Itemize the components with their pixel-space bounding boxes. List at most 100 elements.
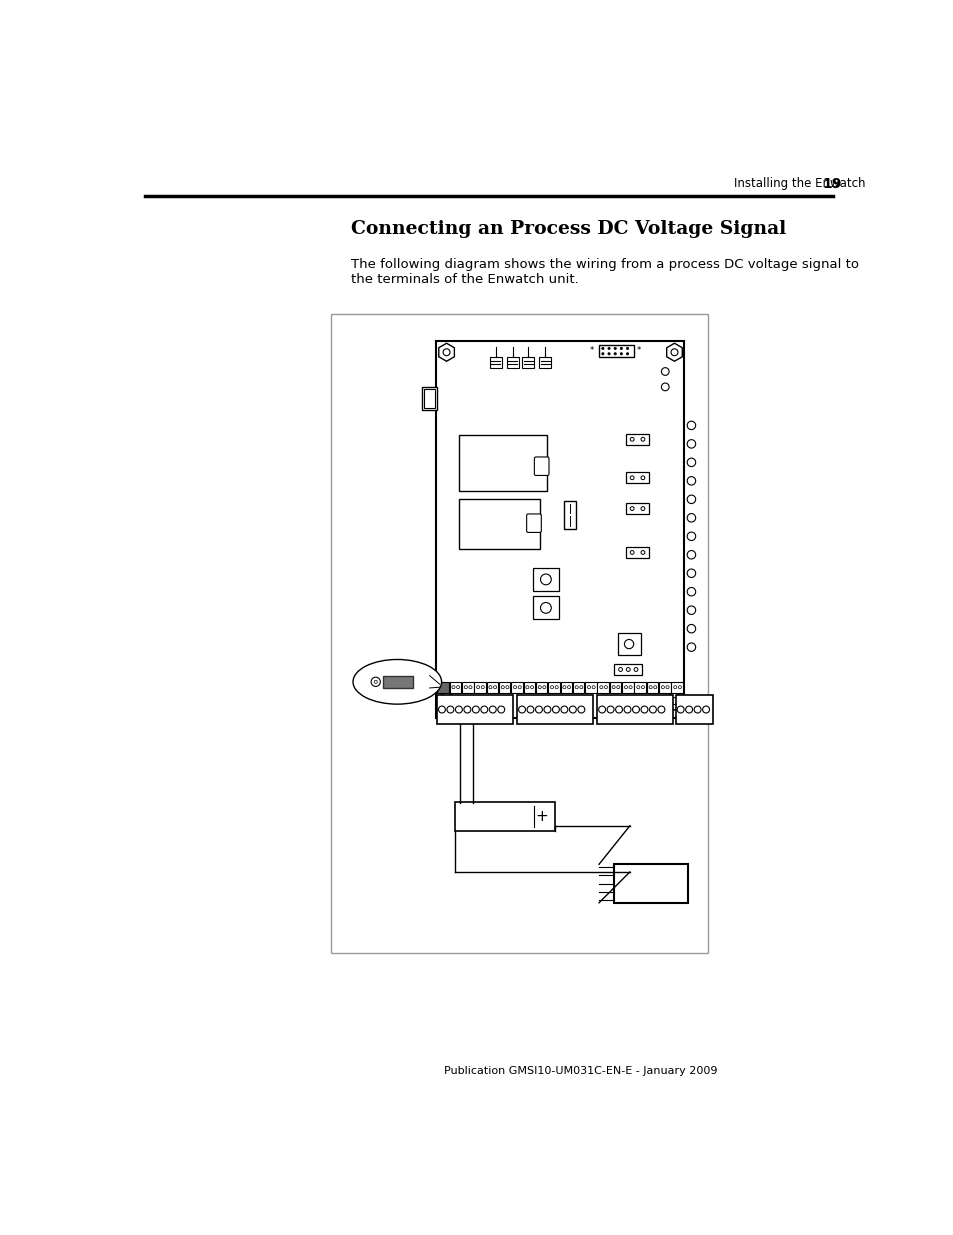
Circle shape: [686, 606, 695, 615]
Bar: [634, 682, 645, 693]
Bar: [609, 682, 620, 693]
Circle shape: [686, 514, 695, 522]
Bar: [523, 682, 535, 693]
Circle shape: [607, 353, 610, 354]
Circle shape: [615, 706, 622, 713]
Circle shape: [614, 347, 616, 350]
Bar: [560, 682, 572, 693]
Bar: [331, 314, 708, 953]
Circle shape: [632, 706, 639, 713]
Circle shape: [542, 685, 545, 689]
Bar: [436, 695, 513, 724]
Circle shape: [701, 706, 709, 713]
Circle shape: [626, 668, 630, 672]
Text: Installing the Enwatch: Installing the Enwatch: [733, 177, 864, 190]
Circle shape: [497, 706, 504, 713]
Bar: [486, 682, 497, 693]
Circle shape: [601, 353, 603, 354]
Circle shape: [452, 685, 455, 689]
Bar: [625, 472, 648, 483]
Circle shape: [488, 685, 492, 689]
Circle shape: [618, 668, 622, 672]
Circle shape: [653, 685, 656, 689]
Circle shape: [626, 347, 628, 350]
Bar: [458, 499, 539, 548]
Circle shape: [678, 685, 680, 689]
Circle shape: [604, 685, 607, 689]
Circle shape: [579, 685, 582, 689]
Circle shape: [640, 437, 644, 441]
Bar: [461, 682, 473, 693]
Circle shape: [660, 685, 664, 689]
Polygon shape: [666, 343, 681, 362]
Bar: [614, 664, 641, 674]
Circle shape: [447, 706, 454, 713]
Circle shape: [540, 603, 551, 614]
Circle shape: [686, 588, 695, 597]
Bar: [498, 682, 510, 693]
Circle shape: [601, 347, 603, 350]
Bar: [538, 357, 551, 368]
Bar: [671, 682, 682, 693]
FancyBboxPatch shape: [526, 514, 540, 532]
Circle shape: [665, 685, 668, 689]
Circle shape: [535, 706, 542, 713]
Bar: [572, 682, 584, 693]
Bar: [584, 682, 596, 693]
Bar: [597, 682, 608, 693]
Circle shape: [537, 685, 540, 689]
Circle shape: [374, 680, 376, 683]
Bar: [511, 682, 522, 693]
Circle shape: [525, 685, 528, 689]
Bar: [646, 682, 658, 693]
Circle shape: [587, 685, 590, 689]
Circle shape: [649, 706, 656, 713]
Circle shape: [518, 706, 525, 713]
Circle shape: [371, 677, 380, 687]
Bar: [659, 682, 670, 693]
Circle shape: [526, 706, 534, 713]
Circle shape: [630, 437, 634, 441]
Circle shape: [616, 685, 619, 689]
Circle shape: [686, 477, 695, 485]
Bar: [521, 357, 534, 368]
Circle shape: [686, 532, 695, 541]
Circle shape: [686, 495, 695, 504]
Text: *: *: [589, 346, 594, 356]
Circle shape: [614, 353, 616, 354]
Circle shape: [513, 685, 517, 689]
Bar: [517, 695, 592, 724]
Bar: [533, 568, 558, 592]
Bar: [383, 676, 413, 688]
Bar: [436, 341, 683, 718]
Circle shape: [686, 569, 695, 578]
Bar: [614, 864, 687, 903]
Circle shape: [670, 698, 678, 704]
Circle shape: [686, 551, 695, 559]
Bar: [563, 501, 576, 529]
FancyBboxPatch shape: [534, 457, 548, 475]
Polygon shape: [438, 692, 454, 710]
Circle shape: [562, 685, 565, 689]
Bar: [676, 695, 712, 724]
Circle shape: [543, 706, 550, 713]
Circle shape: [442, 698, 450, 704]
Text: +: +: [535, 809, 547, 824]
Circle shape: [555, 685, 558, 689]
Circle shape: [455, 706, 462, 713]
Circle shape: [606, 706, 614, 713]
Bar: [621, 682, 633, 693]
Circle shape: [480, 706, 487, 713]
Circle shape: [634, 668, 638, 672]
Circle shape: [456, 685, 459, 689]
Circle shape: [630, 475, 634, 479]
Bar: [536, 682, 547, 693]
Circle shape: [686, 643, 695, 651]
Text: The following diagram shows the wiring from a process DC voltage signal to: The following diagram shows the wiring f…: [351, 258, 859, 272]
Bar: [548, 682, 559, 693]
Bar: [598, 346, 633, 357]
Circle shape: [648, 685, 652, 689]
Circle shape: [686, 421, 695, 430]
Circle shape: [624, 685, 627, 689]
Bar: [436, 682, 449, 693]
